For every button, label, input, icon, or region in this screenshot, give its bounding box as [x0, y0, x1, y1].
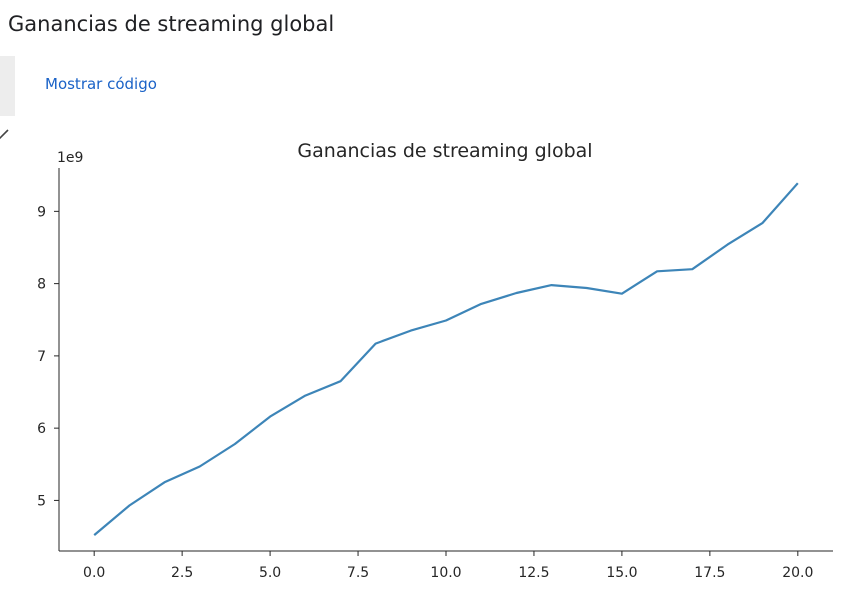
y-axis-offset-label: 1e9	[57, 150, 83, 166]
x-axis-ticks: 0.0 2.5 5.0 7.5 10.0 12.5 15.0 17.5 20.0	[83, 551, 813, 581]
y-tick-label: 9	[37, 204, 46, 220]
x-tick-label: 15.0	[606, 565, 637, 581]
series-line	[93, 182, 799, 536]
cell-gutter-tab[interactable]	[0, 56, 15, 116]
y-tick-label: 7	[37, 349, 46, 365]
y-tick-label: 8	[37, 277, 46, 293]
x-tick-label: 2.5	[171, 565, 193, 581]
series-layer	[93, 182, 799, 536]
collapse-arrow-icon[interactable]	[0, 128, 10, 142]
x-tick-label: 17.5	[694, 565, 725, 581]
y-tick-label: 6	[37, 421, 46, 437]
x-tick-label: 12.5	[518, 565, 549, 581]
axes	[58, 168, 833, 552]
y-tick-label: 5	[37, 493, 46, 509]
x-tick-label: 10.0	[430, 565, 461, 581]
show-code-link[interactable]: Mostrar código	[45, 75, 157, 93]
x-tick-label: 7.5	[347, 565, 369, 581]
chart-title: Ganancias de streaming global	[297, 140, 592, 162]
x-tick-label: 20.0	[782, 565, 813, 581]
y-axis-ticks: 5 6 7 8 9	[37, 204, 59, 509]
run-cell-icon[interactable]: )	[0, 70, 1, 91]
x-tick-label: 0.0	[83, 565, 105, 581]
x-tick-label: 5.0	[259, 565, 281, 581]
cell-title: Ganancias de streaming global	[8, 12, 335, 36]
